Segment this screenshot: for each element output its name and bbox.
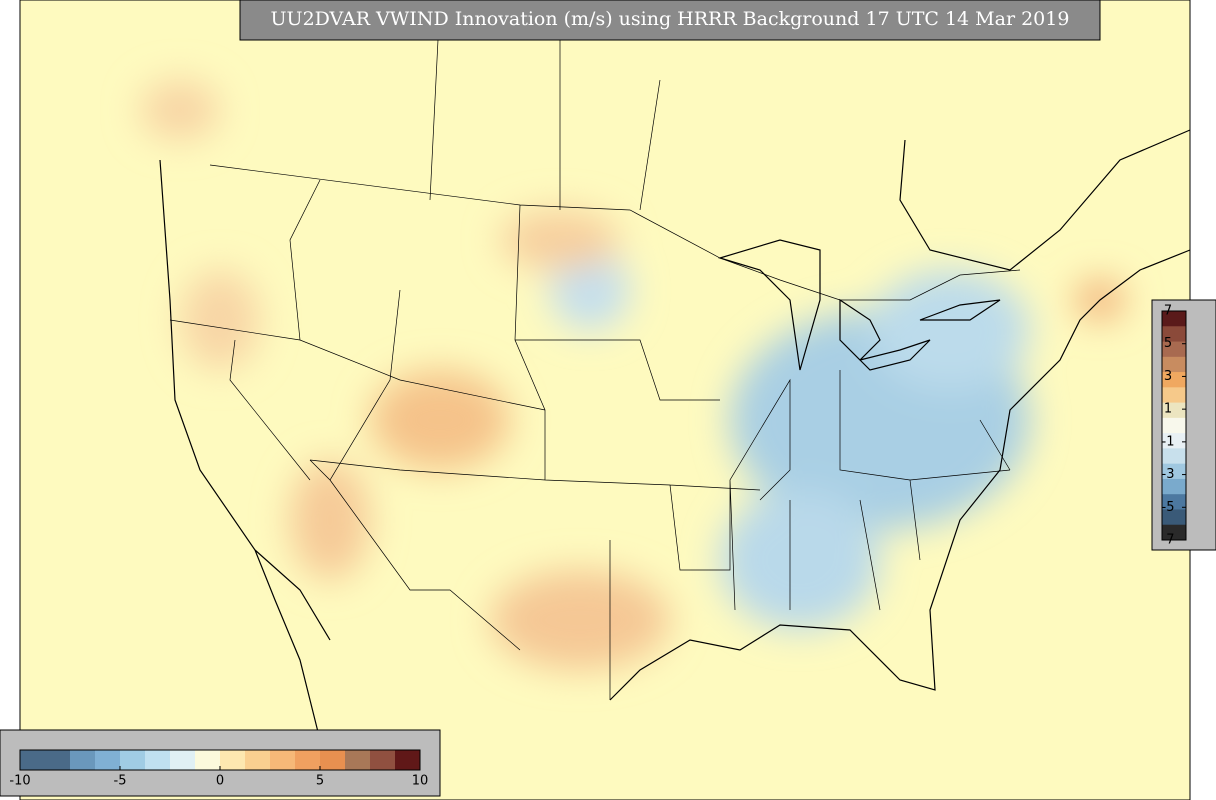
colorbar-segment — [1162, 448, 1186, 465]
colorbar-segment — [1162, 341, 1186, 358]
colorbar-segment — [1162, 326, 1186, 343]
colorbar-segment — [1162, 387, 1186, 404]
colorbar-segment — [1162, 524, 1186, 541]
colorbar-frame — [1161, 310, 1187, 541]
colorbar-segment — [245, 750, 271, 770]
colorbar-segment — [270, 750, 296, 770]
coastline — [159, 129, 1191, 741]
colorbar-segment — [295, 750, 321, 770]
borders — [169, 0, 1021, 700]
title-box: UU2DVAR VWIND Innovation (m/s) using HRR… — [239, 0, 1101, 41]
colorbar-tick-label: -5 — [114, 774, 127, 789]
colorbar-segment — [20, 750, 46, 770]
colorbar-segment — [1162, 311, 1186, 327]
title: UU2DVAR VWIND Innovation (m/s) using HRR… — [271, 8, 1070, 30]
colorbar-segment — [170, 750, 196, 770]
colorbar-tick-label: -7 — [1162, 533, 1175, 548]
colorbar-tick-label: 1 — [1164, 402, 1172, 417]
colorbar-tick-label: 10 — [412, 774, 429, 789]
colorbar-segment — [1162, 433, 1186, 449]
colorbar-segment — [1162, 478, 1186, 495]
colorbar-segment — [345, 750, 371, 770]
colorbar-segment — [370, 750, 396, 770]
innovation-field — [140, 80, 1125, 670]
colorbar-tick-label: 0 — [216, 774, 224, 789]
colorbar-segment — [395, 750, 421, 770]
colorbar-segment — [45, 750, 71, 770]
colorbar-segment — [1162, 494, 1186, 510]
map — [19, 0, 1191, 800]
colorbar-segment — [145, 750, 171, 770]
colorbar-segment — [120, 750, 146, 770]
colorbar-segment — [1162, 402, 1186, 419]
great-lakes — [717, 239, 1001, 371]
colorbar-segment — [320, 750, 346, 770]
colorbar-segment — [1162, 463, 1186, 480]
colorbar-tick-label: -3 — [1162, 467, 1175, 482]
colorbar-segment — [1162, 509, 1186, 526]
colorbar-tick-label: 5 — [1164, 336, 1172, 351]
colorbar-tick-label: 3 — [1164, 369, 1172, 384]
colorbar-segment — [1162, 417, 1186, 434]
colorbar-segment — [1162, 372, 1186, 388]
colorbar-tick-label: 7 — [1164, 304, 1172, 319]
colorbar-segment — [1162, 356, 1186, 373]
colorbar-right: 7 5 3 1 -1 -3 -5 -7 — [1151, 299, 1216, 551]
colorbar-segment — [95, 750, 121, 770]
colorbar-tick-label: -5 — [1162, 500, 1175, 515]
colorbar-bottom: -10 -5 0 5 10 — [0, 729, 441, 797]
colorbar-tick-label: -10 — [9, 774, 30, 789]
colorbar-segment — [220, 750, 246, 770]
colorbar-segment — [70, 750, 96, 770]
colorbar-tick-label: -1 — [1162, 434, 1175, 449]
colorbar-segment — [195, 750, 221, 770]
title-background — [239, 0, 1101, 41]
colorbar-tick-label: 5 — [316, 774, 324, 789]
